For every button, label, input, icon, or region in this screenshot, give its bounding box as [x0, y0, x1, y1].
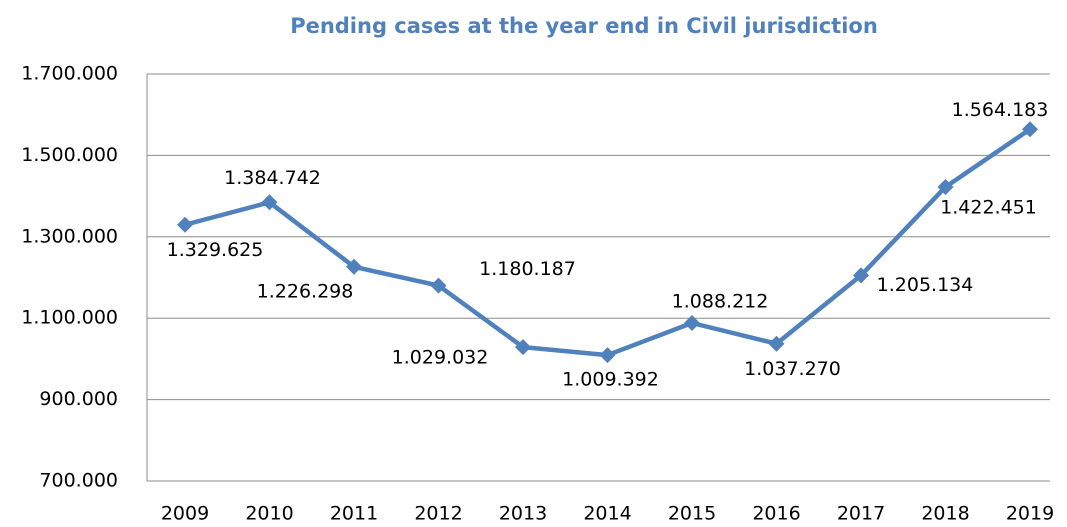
y-tick-label: 1.300.000 [21, 225, 118, 247]
line [184, 127, 1032, 358]
data-label: 1.037.270 [744, 358, 841, 380]
data-label: 1.180.187 [479, 258, 576, 280]
data-label: 1.422.451 [940, 196, 1037, 218]
marker [684, 314, 700, 331]
marker [599, 347, 616, 364]
data-label: 1.226.298 [257, 280, 354, 302]
marker [177, 216, 193, 233]
x-tick-label: 2014 [583, 503, 631, 525]
x-tick-label: 2011 [330, 503, 378, 525]
x-tick-label: 2017 [837, 503, 885, 525]
data-label: 1.564.183 [952, 99, 1049, 121]
data-label: 1.088.212 [672, 290, 769, 312]
data-label: 1.029.032 [392, 347, 489, 369]
chart-title: Pending cases at the year end in Civil j… [290, 14, 878, 38]
marker [515, 339, 531, 356]
y-tick-label: 1.500.000 [21, 144, 118, 166]
y-tick-label: 1.700.000 [21, 63, 118, 85]
data-label: 1.009.392 [562, 369, 659, 391]
x-tick-label: 2012 [414, 503, 462, 525]
x-tick-label: 2016 [752, 503, 800, 525]
x-tick-label: 2009 [161, 503, 209, 525]
data-label: 1.329.625 [167, 239, 264, 261]
data-label: 1.384.742 [224, 167, 321, 189]
marker [937, 178, 954, 195]
x-tick-label: 2010 [245, 503, 293, 525]
x-tick-label: 2019 [1006, 503, 1054, 525]
marker [346, 258, 362, 275]
marker [1022, 121, 1038, 138]
marker [430, 277, 447, 294]
y-tick-label: 1.100.000 [21, 307, 118, 329]
y-tick-label: 700.000 [39, 470, 118, 492]
marker [768, 335, 785, 352]
marker [853, 267, 869, 284]
data-label: 1.205.134 [877, 274, 974, 296]
marker [261, 194, 278, 211]
y-tick-label: 900.000 [39, 388, 118, 410]
x-tick-label: 2013 [499, 503, 547, 525]
x-tick-label: 2018 [921, 503, 969, 525]
x-tick-label: 2015 [668, 503, 716, 525]
